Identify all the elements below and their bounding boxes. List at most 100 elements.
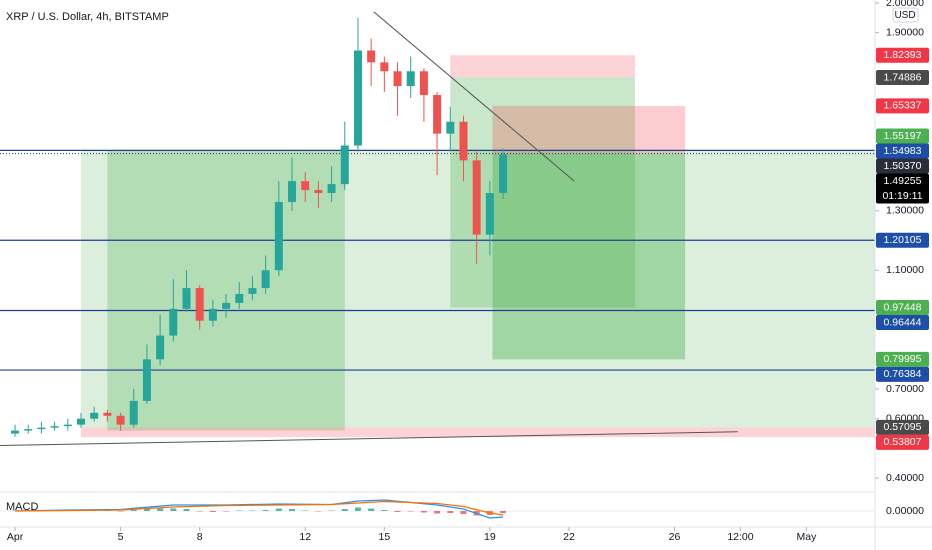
macd-histogram-bar [434,511,441,514]
price-label-box [876,143,929,159]
macd-histogram-bar [302,510,309,511]
macd-histogram-bar [196,511,203,512]
candle-body [76,418,85,425]
y-tick-label: 1.30000 [886,205,924,217]
candle-body [142,359,151,401]
position-zone [450,77,635,308]
position-zone [80,427,876,438]
candle-body [327,184,336,194]
price-label: 1.55197 [884,130,922,142]
candle-body [208,308,217,321]
candle-body [459,121,468,161]
y-tick-label: 1.90000 [886,26,924,38]
y-tick-label: 2.00000 [886,0,924,9]
macd-tick-label: 0.00000 [886,505,924,517]
price-label: 0.76384 [884,368,922,380]
macd-histogram-bar [341,509,348,511]
candle-body [103,412,112,416]
macd-histogram-bar [354,507,361,511]
price-label-box [876,98,929,114]
x-tick-label: 15 [379,531,391,543]
candle-body [90,412,99,419]
macd-line [15,500,504,516]
candle-body [314,190,323,194]
candle-body [485,193,494,235]
x-tick-label: 19 [484,531,496,543]
x-tick-label: 26 [669,531,681,543]
candle-body [50,426,59,428]
candle-body [261,270,270,289]
price-label: 0.97448 [884,301,922,313]
macd-histogram-bar [209,511,216,512]
candle-body [433,95,442,134]
y-tick-label: 1.10000 [886,264,924,276]
macd-histogram-bar [447,511,454,513]
candle-body [169,308,178,336]
price-label-box [876,366,929,382]
countdown: 01:19:11 [882,190,922,202]
price-label: 1.65337 [884,100,922,112]
macd-histogram-bar [381,510,388,511]
macd-histogram-bar [157,508,164,511]
currency: USD [894,10,915,21]
candle-body [63,424,72,427]
x-tick-label: May [796,531,817,543]
price-label-box [876,173,929,204]
candle-body [353,50,362,146]
candle-body [340,145,349,185]
candle-body [11,430,20,434]
candle-body [446,121,455,134]
price-label-box [876,47,929,63]
macd-histogram-bar [368,508,375,511]
candle-body [499,154,508,194]
price-label: 1.54983 [884,145,922,157]
macd-histogram-bar [407,511,414,512]
price-label-box [876,128,929,144]
candle-body [222,302,231,309]
price-label-box [876,232,929,248]
y-tick-label: 0.40000 [886,472,924,484]
candle-body [116,415,125,425]
price-label: 1.74886 [884,71,922,83]
macd-histogram-bar [117,511,124,512]
trendline [0,431,738,446]
price-label-box [876,351,929,367]
x-tick-label: 22 [563,531,575,543]
candle-body [393,71,402,87]
price-label: 1.49255 [884,175,922,187]
price-label: 1.50370 [884,160,922,172]
y-tick-label: 0.70000 [886,383,924,395]
x-tick-label: 8 [197,531,203,543]
macd-histogram-bar [289,509,296,511]
x-tick-label: 5 [118,531,124,543]
macd-histogram-bar [183,509,190,511]
price-label-box [876,434,929,450]
candle-body [419,71,428,96]
candle-body [182,288,191,309]
price-label-box [876,419,929,435]
currency-box [892,7,919,23]
price-label: 1.82393 [884,49,922,61]
candle-body [301,181,310,191]
candle-body [37,427,46,430]
x-tick-label: 12:00 [727,531,753,543]
candle-body [380,62,389,72]
macd-histogram-bar [236,510,243,511]
candle-body [248,288,257,294]
macd-histogram-bar [223,511,230,512]
macd-histogram-bar [143,509,150,511]
macd-histogram-bar [328,510,335,511]
macd-histogram-bar [315,511,322,512]
price-label: 0.96444 [884,316,922,328]
macd-histogram-bar [500,511,507,513]
candle-body [235,294,244,303]
x-tick-label: 12 [299,531,311,543]
candle-body [24,429,33,431]
candle-body [156,335,165,360]
candle-body [288,181,297,202]
candle-body [195,288,204,321]
macd-histogram-bar [262,510,269,511]
price-label-box [876,315,929,331]
